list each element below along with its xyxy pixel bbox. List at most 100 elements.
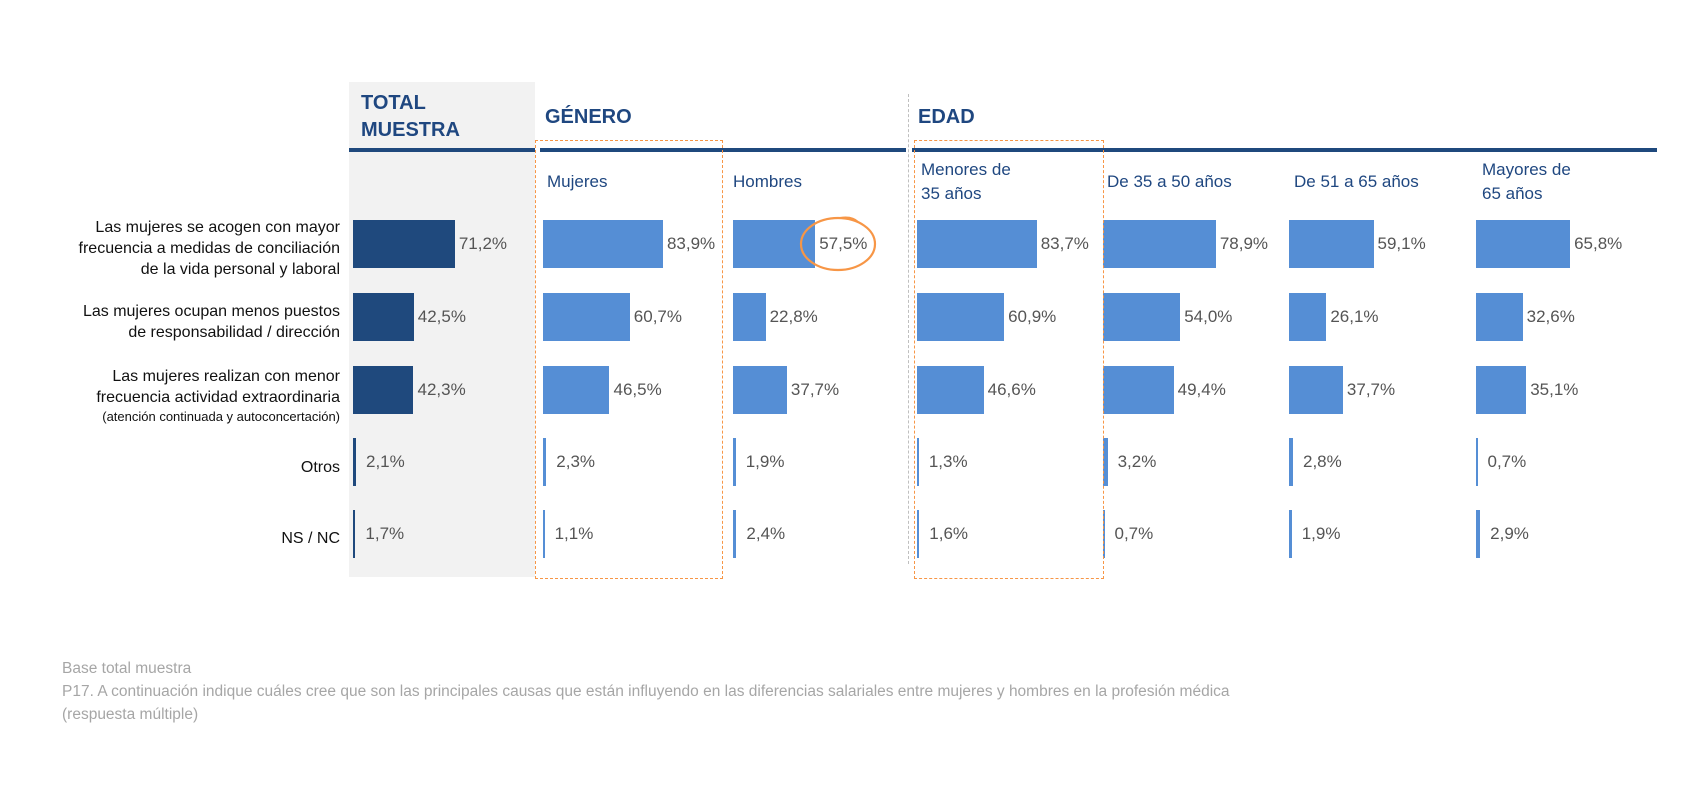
bar <box>1289 293 1327 341</box>
bar <box>1289 510 1292 558</box>
bar <box>733 438 736 486</box>
bar <box>1103 366 1174 414</box>
bar <box>543 510 545 558</box>
value-label: 60,7% <box>633 307 682 326</box>
series-title-line: Hombres <box>733 172 802 191</box>
group-title-1: GÉNERO <box>545 104 632 131</box>
category-label-line: Las mujeres ocupan menos puestos <box>82 303 340 320</box>
group-title-line: GÉNERO <box>545 106 632 128</box>
bar <box>353 510 356 558</box>
value-label: 1,7% <box>365 524 405 543</box>
series-title-line: Menores de <box>921 160 1011 179</box>
bar <box>917 438 919 486</box>
value-label: 42,5% <box>417 307 466 326</box>
value-label: 83,9% <box>666 234 716 253</box>
value-label: 65,8% <box>1574 234 1623 253</box>
bar <box>917 366 984 414</box>
category-label-0: Las mujeres se acogen con mayor frecuenci… <box>10 217 340 280</box>
category-label-line: de responsabilidad / dirección <box>128 324 340 341</box>
bar <box>1289 438 1293 486</box>
bar <box>1103 438 1108 486</box>
value-label: 46,5% <box>613 380 662 399</box>
series-title-6: Mayores de 65 años <box>1482 158 1571 206</box>
group-title-0: TOTAL MUESTRA <box>361 90 460 144</box>
value-label: 1,1% <box>554 524 594 543</box>
bar <box>353 366 414 414</box>
bar <box>1289 220 1374 268</box>
category-label-4: NS / NC <box>10 528 340 549</box>
value-label: 1,3% <box>928 452 968 471</box>
header-rule-total <box>349 148 535 152</box>
bar <box>1476 438 1478 486</box>
value-label: 2,4% <box>746 524 786 543</box>
category-label-line: Las mujeres se acogen con mayor <box>95 219 340 236</box>
value-label: 78,9% <box>1219 234 1269 253</box>
value-label: 2,3% <box>556 452 596 471</box>
bar <box>543 220 663 268</box>
value-label: 57,5% <box>819 234 868 253</box>
group-title-line: MUESTRA <box>361 119 460 141</box>
value-label: 49,4% <box>1177 380 1226 399</box>
category-label-sub: (atención continuada y autoconcertación) <box>102 409 340 424</box>
header-rule-genero <box>540 148 906 152</box>
value-label: 3,2% <box>1117 452 1157 471</box>
bar <box>1476 293 1523 341</box>
bar <box>543 438 547 486</box>
value-label: 1,9% <box>1301 524 1341 543</box>
value-label: 0,7% <box>1487 452 1527 471</box>
value-label: 60,9% <box>1008 307 1057 326</box>
series-title-4: De 35 a 50 años <box>1107 170 1232 194</box>
series-title-line: Mayores de <box>1482 160 1571 179</box>
value-label: 37,7% <box>790 380 840 399</box>
value-label: 35,1% <box>1530 380 1579 399</box>
bar <box>733 366 787 414</box>
value-label: 46,6% <box>987 380 1036 399</box>
value-label: 26,1% <box>1330 307 1379 326</box>
highlight-box-menores-35 <box>914 140 1104 579</box>
value-label: 0,7% <box>1114 524 1154 543</box>
category-label-line: Las mujeres realizan con menor <box>112 368 340 385</box>
category-label-line: frecuencia actividad extraordinaria <box>96 389 340 406</box>
value-label: 71,2% <box>458 234 508 253</box>
value-label: 83,7% <box>1040 234 1089 253</box>
group-title-line: EDAD <box>918 106 975 128</box>
series-title-line: De 35 a 50 años <box>1107 172 1232 191</box>
bar <box>1476 510 1481 558</box>
bar <box>1476 366 1527 414</box>
bar <box>917 293 1005 341</box>
series-title-1: Mujeres <box>547 170 607 194</box>
value-label: 2,9% <box>1490 524 1529 543</box>
category-label-line: Otros <box>300 459 340 476</box>
group-title-2: EDAD <box>918 104 975 131</box>
bar <box>1103 293 1181 341</box>
value-label: 54,0% <box>1184 307 1233 326</box>
series-title-2: Hombres <box>733 170 802 194</box>
group-separator <box>908 94 909 564</box>
series-title-line: 35 años <box>921 184 982 203</box>
category-label-line: frecuencia a medidas de conciliación <box>78 240 340 257</box>
value-label: 1,9% <box>745 452 785 471</box>
bar <box>543 366 610 414</box>
bar <box>917 220 1037 268</box>
bar <box>353 293 414 341</box>
category-label-line: de la vida personal y laboral <box>140 261 340 278</box>
bar <box>1289 366 1343 414</box>
bar <box>353 220 455 268</box>
circle-stroke-tail <box>839 216 859 223</box>
value-label: 2,8% <box>1303 452 1342 471</box>
bar <box>353 438 356 486</box>
value-label: 32,6% <box>1526 307 1575 326</box>
category-label-line: NS / NC <box>281 530 340 547</box>
bar <box>1103 220 1216 268</box>
series-title-5: De 51 a 65 años <box>1294 170 1419 194</box>
series-title-3: Menores de 35 años <box>921 158 1011 206</box>
bar <box>733 293 766 341</box>
value-label: 1,6% <box>929 524 969 543</box>
bar <box>1476 220 1571 268</box>
highlight-box-mujeres <box>535 140 723 579</box>
value-label: 37,7% <box>1346 380 1396 399</box>
group-title-line: TOTAL <box>361 92 426 114</box>
series-title-line: De 51 a 65 años <box>1294 172 1419 191</box>
